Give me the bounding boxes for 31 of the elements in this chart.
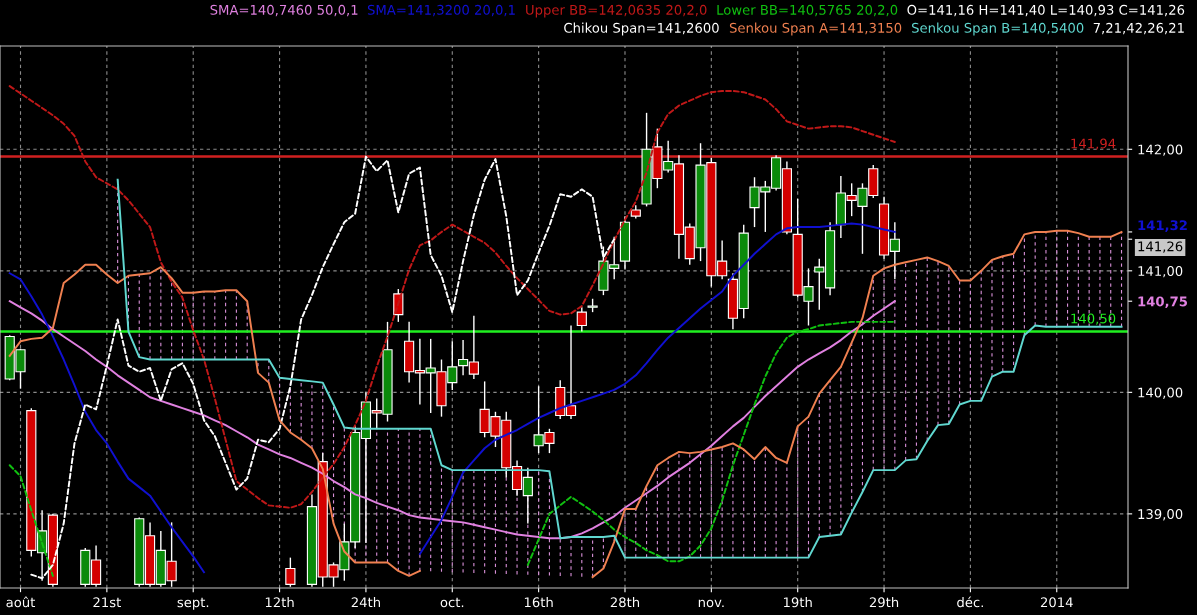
x-tick-label: 28th <box>610 597 640 608</box>
x-tick-label: oct. <box>440 597 464 608</box>
text: SMA=140,7460 50,0,1 <box>210 4 358 17</box>
y-tick-label: 141,00 <box>1138 266 1183 278</box>
x-tick-label: 19th <box>783 597 812 608</box>
text: Upper BB=142,0635 20,2,0 <box>526 4 707 18</box>
y-tick-label: 140,00 <box>1138 387 1183 399</box>
y-tick-label: 142,00 <box>1138 144 1183 156</box>
text: SMA=141,3200 20,0,1 <box>367 4 515 17</box>
text: 7,21,42,26,21 <box>1093 22 1184 35</box>
x-tick-label: 16th <box>524 597 553 608</box>
text: Senkou Span B=140,5400 <box>912 22 1084 36</box>
x-tick-label: août <box>6 596 36 608</box>
text: Chikou Span=141,2600 <box>564 22 719 36</box>
text: Lower BB=140,5765 20,2,0 <box>717 4 898 17</box>
y-tick-label: 141,32 <box>1138 220 1187 232</box>
text: Senkou Span A=141,3150 <box>729 22 902 36</box>
x-tick-label: déc. <box>957 596 983 608</box>
x-tick-label: nov. <box>698 599 724 608</box>
x-tick-label: 21st <box>93 597 121 608</box>
x-tick-label: 29th <box>869 597 899 608</box>
x-tick-label: 12th <box>265 597 294 608</box>
x-tick-label: sept. <box>177 597 209 610</box>
y-tick-label: 141,26 <box>1138 241 1183 253</box>
x-tick-label: 2014 <box>1040 597 1073 608</box>
x-tick-label: 24th <box>351 597 380 608</box>
y-tick-label: 140,75 <box>1138 296 1188 309</box>
y-tick-label: 139,00 <box>1138 509 1183 521</box>
ref-line-label: 141,94 <box>1071 138 1116 150</box>
text: O=141,16 H=141,40 L=140,93 C=141,26 <box>907 4 1185 17</box>
ref-line-label: 140,50 <box>1071 313 1116 325</box>
